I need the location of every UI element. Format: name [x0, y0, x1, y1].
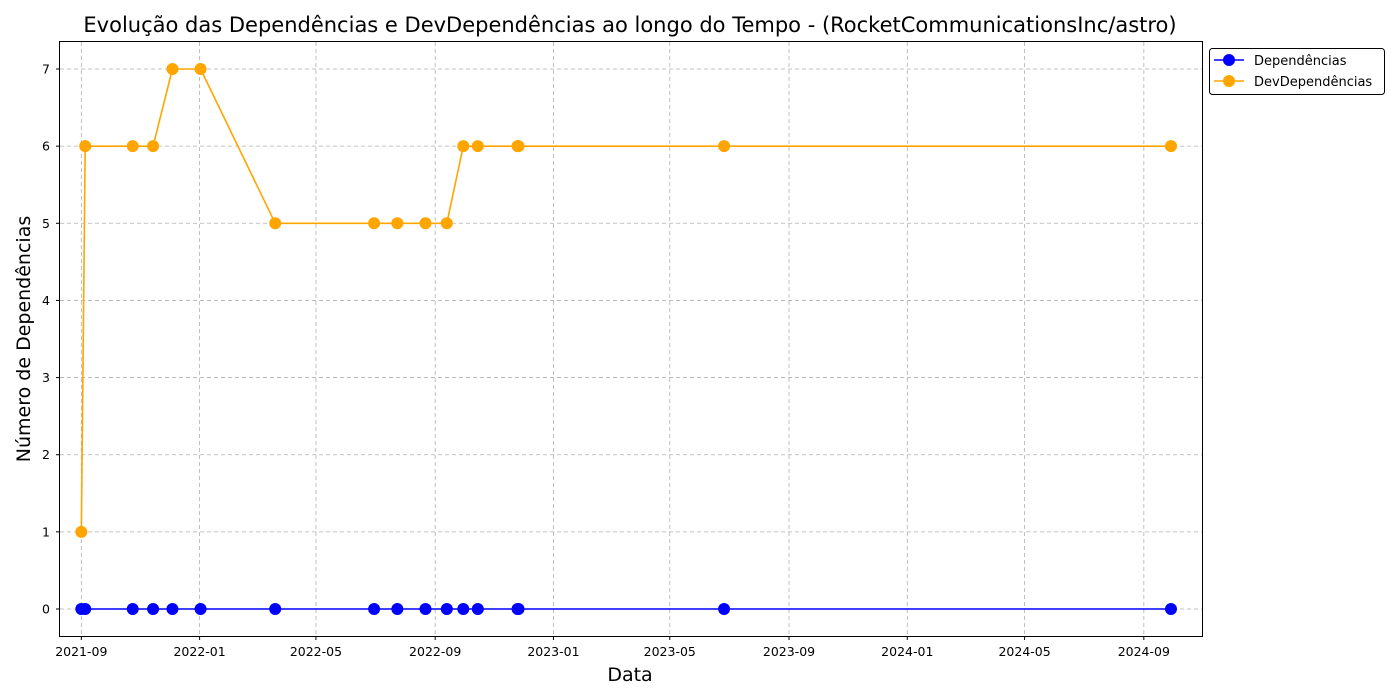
plot-series: [75, 63, 1177, 615]
data-point-devdependencias: [368, 217, 381, 230]
data-point-devdependencias: [391, 217, 404, 230]
data-point-dependencias: [1164, 603, 1177, 615]
data-point-devdependencias: [269, 217, 282, 230]
legend-label-devdependencias: DevDependências: [1254, 75, 1372, 90]
x-axis-ticks: 2021-09 2022-01 2022-05 2022-09 2023-01 2023-…: [55, 636, 1170, 659]
plot-area-frame: [59, 41, 1203, 637]
series-dependencias: [75, 603, 1177, 615]
data-point-dependencias: [79, 603, 92, 615]
data-point-devdependencias: [166, 63, 179, 75]
data-point-dependencias: [166, 603, 179, 615]
data-point-dependencias: [457, 603, 470, 615]
y-axis-label: Número de Dependências: [13, 216, 35, 462]
x-tick-label: 2024-01: [881, 644, 933, 659]
x-tick-label: 2023-01: [527, 644, 579, 659]
data-point-devdependencias: [1164, 140, 1177, 153]
data-point-dependencias: [126, 603, 139, 615]
data-point-dependencias: [194, 603, 207, 615]
y-tick-label: 4: [42, 293, 50, 308]
data-point-devdependencias: [718, 140, 731, 153]
legend-frame: [1209, 48, 1385, 95]
data-point-dependencias: [419, 603, 432, 615]
chart-title: Evolução das Dependências e DevDependênc…: [83, 13, 1176, 37]
x-tick-label: 2024-09: [1118, 644, 1170, 659]
y-tick-label: 3: [42, 370, 50, 385]
x-tick-label: 2022-01: [173, 644, 225, 659]
x-tick-label: 2022-09: [409, 644, 461, 659]
y-axis-ticks: 0 1 2 3 4 5 6 7: [42, 62, 60, 617]
data-point-devdependencias: [126, 140, 139, 153]
data-point-devdependencias: [419, 217, 432, 230]
data-point-dependencias: [512, 603, 525, 615]
data-point-devdependencias: [457, 140, 470, 153]
y-tick-label: 7: [42, 62, 50, 77]
y-tick-label: 6: [42, 139, 50, 154]
x-tick-label: 2021-09: [55, 644, 107, 659]
legend: Dependências DevDependências: [1209, 48, 1385, 95]
data-point-devdependencias: [512, 140, 525, 153]
data-point-dependencias: [269, 603, 282, 615]
data-point-devdependencias: [194, 63, 207, 75]
y-tick-label: 5: [42, 216, 50, 231]
x-axis-label: Data: [607, 664, 652, 686]
data-point-dependencias: [147, 603, 160, 615]
y-tick-label: 2: [42, 447, 50, 462]
series-devdependencias: [75, 63, 1177, 538]
legend-marker-dependencias: [1223, 54, 1235, 66]
y-tick-label: 0: [42, 602, 50, 617]
x-tick-label: 2022-05: [290, 644, 342, 659]
data-point-dependencias: [718, 603, 731, 615]
data-point-devdependencias: [440, 217, 453, 230]
legend-label-dependencias: Dependências: [1254, 54, 1347, 69]
data-point-devdependencias: [471, 140, 484, 153]
data-point-devdependencias: [79, 140, 92, 153]
x-tick-label: 2024-05: [998, 644, 1050, 659]
data-point-dependencias: [391, 603, 404, 615]
data-point-devdependencias: [75, 525, 88, 538]
x-tick-label: 2023-09: [763, 644, 815, 659]
y-tick-label: 1: [42, 524, 50, 539]
data-point-devdependencias: [147, 140, 160, 153]
x-tick-label: 2023-05: [644, 644, 696, 659]
data-point-dependencias: [471, 603, 484, 615]
data-point-dependencias: [368, 603, 381, 615]
legend-marker-devdependencias: [1223, 75, 1235, 87]
data-point-dependencias: [440, 603, 453, 615]
